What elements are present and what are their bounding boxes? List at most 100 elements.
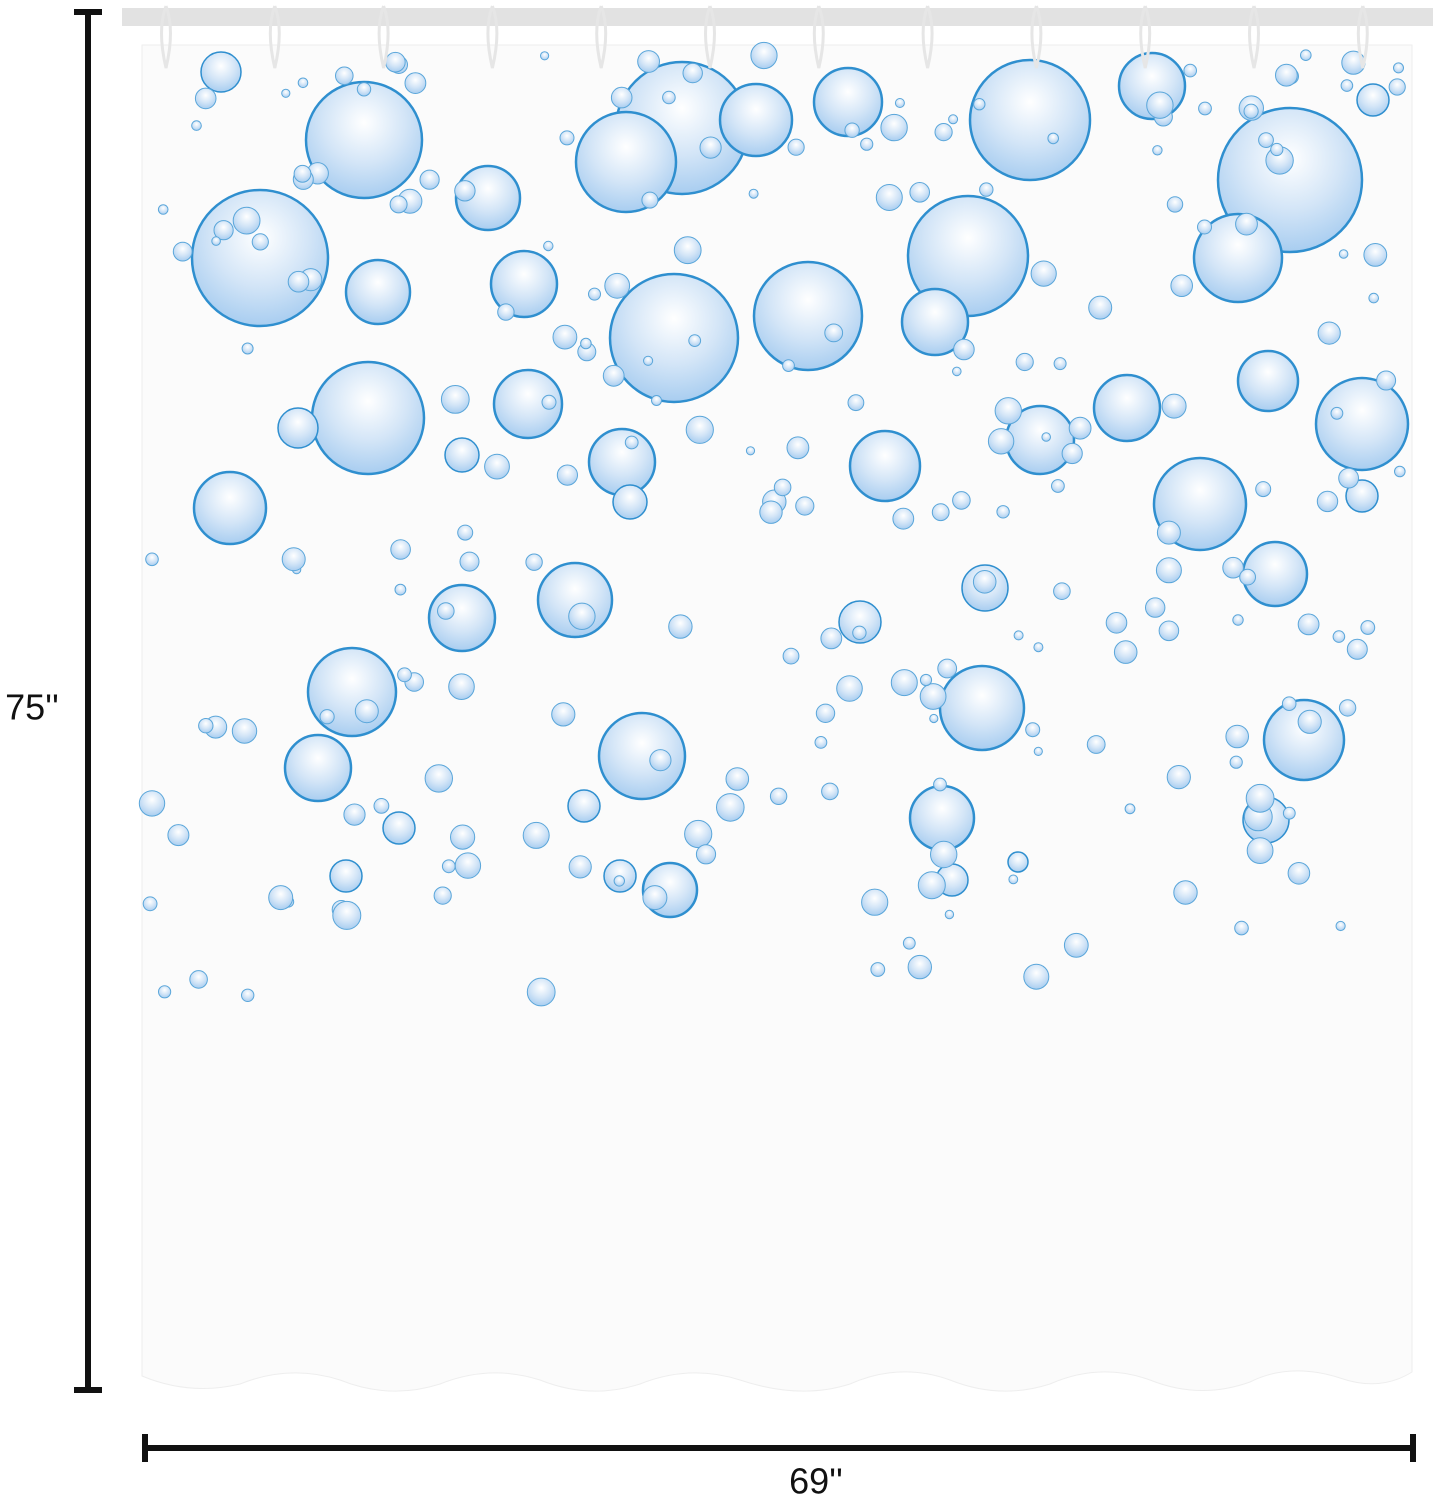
bubble bbox=[1063, 932, 1089, 958]
bubble bbox=[232, 206, 261, 235]
bubble bbox=[769, 787, 788, 805]
bubble bbox=[356, 82, 372, 97]
bubble bbox=[424, 764, 453, 793]
bubble bbox=[844, 122, 860, 138]
bubble bbox=[944, 909, 955, 920]
bubble bbox=[836, 675, 863, 702]
bubble bbox=[213, 220, 234, 241]
bubble bbox=[1394, 465, 1406, 478]
bubble bbox=[1338, 467, 1359, 489]
bubble bbox=[662, 90, 676, 105]
bubble bbox=[642, 885, 668, 911]
bubble bbox=[231, 718, 258, 744]
bubble bbox=[1025, 722, 1041, 738]
bubble bbox=[158, 985, 172, 999]
bubble bbox=[454, 852, 482, 879]
bubble bbox=[574, 110, 678, 214]
bubble bbox=[551, 702, 576, 727]
bubble bbox=[748, 188, 759, 199]
bubble bbox=[892, 507, 915, 530]
bubble bbox=[937, 658, 958, 679]
ring bbox=[377, 5, 390, 69]
bubble bbox=[1270, 142, 1284, 157]
bubble bbox=[588, 287, 601, 301]
ring bbox=[1030, 5, 1043, 69]
bubble bbox=[1316, 490, 1339, 513]
bubble bbox=[718, 82, 794, 158]
bubble bbox=[552, 324, 578, 350]
bubble bbox=[1030, 260, 1057, 287]
bubble bbox=[952, 491, 971, 510]
bubble bbox=[167, 824, 190, 847]
bubble bbox=[1158, 620, 1180, 642]
ring bbox=[1248, 5, 1260, 69]
bubble bbox=[192, 470, 268, 546]
bubble bbox=[142, 896, 158, 912]
bubble bbox=[1338, 249, 1349, 259]
bubble bbox=[814, 736, 828, 749]
bubble bbox=[1258, 132, 1274, 149]
bubble bbox=[649, 749, 672, 772]
bubble bbox=[492, 368, 564, 440]
bubble bbox=[450, 824, 476, 850]
bubble bbox=[875, 184, 903, 211]
bubble bbox=[782, 647, 800, 665]
bubble bbox=[1229, 755, 1243, 769]
bubble bbox=[277, 407, 319, 449]
bubble bbox=[1152, 145, 1163, 156]
bubble bbox=[1356, 83, 1390, 117]
bubble bbox=[612, 484, 648, 520]
bubble bbox=[909, 182, 931, 203]
bubble bbox=[1225, 724, 1249, 749]
bubble bbox=[389, 195, 408, 214]
bubble bbox=[1124, 803, 1136, 815]
ring bbox=[704, 5, 716, 69]
bubble bbox=[597, 711, 687, 801]
bubble bbox=[1053, 582, 1071, 601]
bubble bbox=[1061, 442, 1083, 465]
bubble bbox=[1346, 638, 1368, 660]
bubble bbox=[306, 646, 398, 738]
bubble bbox=[268, 885, 294, 911]
bubble bbox=[604, 272, 631, 299]
bubble bbox=[1166, 196, 1184, 213]
bubble bbox=[587, 427, 657, 497]
bubble bbox=[281, 88, 291, 98]
bubble bbox=[525, 553, 543, 571]
ring bbox=[595, 5, 608, 69]
curtain-rings bbox=[160, 5, 1369, 69]
bubble bbox=[613, 875, 625, 887]
curtain-rod bbox=[122, 8, 1433, 26]
bubble bbox=[821, 782, 839, 801]
bubble bbox=[427, 583, 497, 653]
bubble bbox=[919, 673, 933, 687]
bubble bbox=[1156, 520, 1181, 545]
bubble bbox=[283, 733, 353, 803]
bubble bbox=[1192, 212, 1284, 304]
bubble bbox=[938, 664, 1026, 752]
bubble bbox=[1113, 640, 1138, 664]
bubble bbox=[1232, 614, 1244, 626]
bubble bbox=[637, 50, 660, 73]
bubble bbox=[1388, 78, 1406, 96]
bubble bbox=[343, 803, 366, 826]
bubble bbox=[894, 98, 905, 108]
bubble bbox=[1105, 612, 1128, 634]
bubble bbox=[860, 137, 874, 151]
bubble bbox=[444, 437, 480, 473]
bubble bbox=[157, 204, 169, 215]
bubble bbox=[1297, 613, 1320, 636]
bubble bbox=[1146, 91, 1174, 119]
bubble bbox=[304, 80, 424, 200]
bubble bbox=[838, 600, 882, 644]
bubble bbox=[1051, 479, 1065, 493]
bubble bbox=[200, 51, 242, 93]
bubble bbox=[1239, 568, 1256, 586]
bubble bbox=[437, 602, 455, 620]
bubble bbox=[568, 855, 592, 879]
bubble bbox=[1173, 880, 1198, 905]
bubble bbox=[559, 130, 575, 146]
bubble bbox=[354, 699, 379, 724]
bubble bbox=[1243, 103, 1259, 119]
